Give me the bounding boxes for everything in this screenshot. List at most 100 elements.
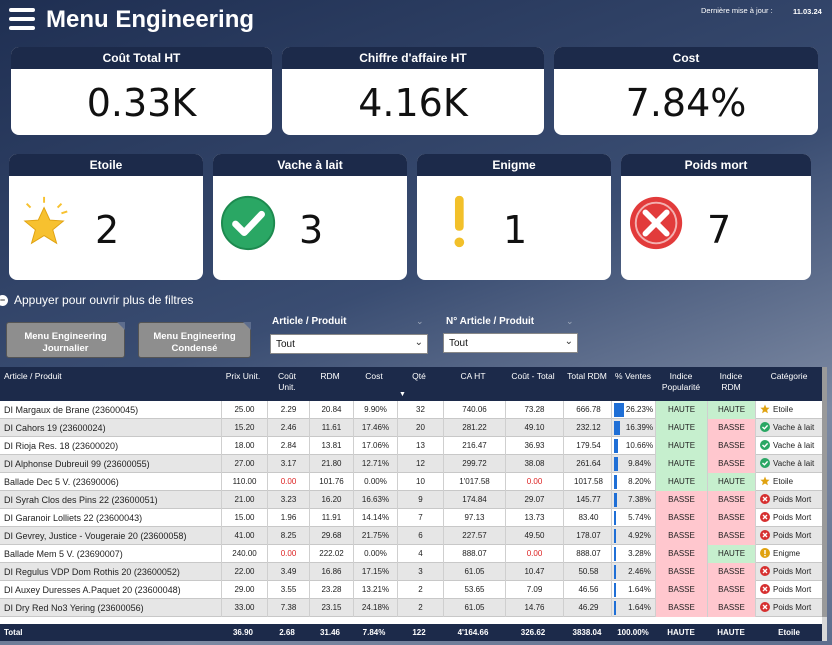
pct-ventes-value: 4.92% xyxy=(628,531,651,540)
minus-circle-icon: − xyxy=(0,294,8,306)
table-row[interactable]: DI Gevrey, Justice - Vougeraie 20 (23600… xyxy=(0,527,822,545)
col-header-prix[interactable]: Prix Unit. xyxy=(225,371,261,381)
pct-ventes-value: 26.23% xyxy=(625,405,654,414)
table-scrollbar[interactable] xyxy=(822,367,827,641)
cell-ca: 227.57 xyxy=(443,527,505,545)
page-title: Menu Engineering xyxy=(46,6,255,33)
table-row[interactable]: DI Margaux de Brane (23600045) 25.00 2.29 2… xyxy=(0,401,822,419)
table-row[interactable]: Ballade Dec 5 V. (23690006) 110.00 0.00 101… xyxy=(0,473,822,491)
cell-indice-popularite: BASSE xyxy=(655,527,707,545)
cell-trdm: 46.29 xyxy=(563,599,613,617)
category-count: 3 xyxy=(299,208,324,252)
cell-cost: 17.46% xyxy=(353,419,397,437)
col-header-pct-ventes[interactable]: % Ventes xyxy=(615,371,651,381)
col-header-indice-rdm[interactable]: Indice RDM xyxy=(719,371,743,392)
table-row[interactable]: Ballade Mem 5 V. (23690007) 240.00 0.00 222… xyxy=(0,545,822,563)
cell-cout: 3.17 xyxy=(267,455,309,473)
col-header-cout-unit[interactable]: Coût Unit. xyxy=(278,371,296,392)
pct-ventes-bar xyxy=(614,403,624,417)
kpi-label: Cost xyxy=(554,47,818,69)
cell-prix: 21.00 xyxy=(221,491,267,509)
category-label: Poids mort xyxy=(621,154,811,176)
pct-ventes-value: 9.84% xyxy=(628,459,651,468)
cell-rdm: 11.91 xyxy=(309,509,353,527)
table-row[interactable]: DI Garanoir Lolliets 22 (23600043) 15.00 1… xyxy=(0,509,822,527)
chevron-down-icon[interactable]: ⌄ xyxy=(566,316,574,326)
col-header-cout-total[interactable]: Coût - Total xyxy=(511,371,555,381)
total-ip: HAUTE xyxy=(667,628,695,637)
cell-rdm: 23.15 xyxy=(309,599,353,617)
total-ca: 4'164.66 xyxy=(457,628,489,637)
update-date: 11.03.24 xyxy=(793,7,822,16)
category-card-poids-mort: Poids mort 7 xyxy=(621,154,811,280)
table-row[interactable]: DI Regulus VDP Dom Rothis 20 (23600052) 2… xyxy=(0,563,822,581)
table-row[interactable]: DI Cahors 19 (23600024) 15.20 2.46 11.61 17.… xyxy=(0,419,822,437)
table-row[interactable]: DI Rioja Res. 18 (23600020) 18.00 2.84 13.8… xyxy=(0,437,822,455)
cell-cost: 16.63% xyxy=(353,491,397,509)
cell-rdm: 222.02 xyxy=(309,545,353,563)
col-header-article[interactable]: Article / Produit xyxy=(4,371,62,381)
cell-qte: 7 xyxy=(397,509,443,527)
cell-prix: 41.00 xyxy=(221,527,267,545)
cell-ca: 1'017.58 xyxy=(443,473,505,491)
col-header-qte[interactable]: Qté xyxy=(412,371,426,381)
cell-cout: 8.25 xyxy=(267,527,309,545)
menu-engineering-condense-button[interactable]: Menu Engineering Condensé xyxy=(138,322,251,358)
cell-indice-popularite: BASSE xyxy=(655,599,707,617)
cell-cout: 2.46 xyxy=(267,419,309,437)
kpi-value: 7.84% xyxy=(625,81,747,125)
cell-ca: 174.84 xyxy=(443,491,505,509)
table-row[interactable]: DI Syrah Clos des Pins 22 (23600051) 21.0… xyxy=(0,491,822,509)
x-circle-icon xyxy=(760,530,770,540)
cell-cost: 13.21% xyxy=(353,581,397,599)
table-row[interactable]: DI Alphonse Dubreuil 99 (23600055) 27.00 3… xyxy=(0,455,822,473)
filter-toggle-button[interactable]: − Appuyer pour ouvrir plus de filtres xyxy=(0,293,193,307)
hamburger-menu-icon[interactable] xyxy=(9,8,35,32)
cell-indice-rdm: BASSE xyxy=(707,455,755,473)
table-row[interactable]: DI Dry Red No3 Yering (23600056) 33.00 7.3… xyxy=(0,599,822,617)
cell-rdm: 16.20 xyxy=(309,491,353,509)
cell-indice-popularite: HAUTE xyxy=(655,437,707,455)
numero-filter-select[interactable]: Tout ⌄ xyxy=(443,333,578,353)
cell-cout: 2.29 xyxy=(267,401,309,419)
category-count: 7 xyxy=(707,208,732,252)
col-header-total-rdm[interactable]: Total RDM xyxy=(567,371,607,381)
cell-qte: 2 xyxy=(397,581,443,599)
cell-categorie: Poids Mort xyxy=(755,509,822,527)
cell-ct: 36.93 xyxy=(505,437,563,455)
col-header-ca-ht[interactable]: CA HT xyxy=(460,371,486,381)
col-header-cost[interactable]: Cost xyxy=(365,371,383,381)
pct-ventes-value: 10.66% xyxy=(625,441,654,450)
cell-cost: 12.71% xyxy=(353,455,397,473)
cell-rdm: 21.80 xyxy=(309,455,353,473)
cell-categorie: Poids Mort xyxy=(755,527,822,545)
cell-prix: 27.00 xyxy=(221,455,267,473)
chevron-down-icon[interactable]: ⌄ xyxy=(416,316,424,326)
total-qte: 122 xyxy=(412,628,426,637)
pct-ventes-value: 8.20% xyxy=(628,477,651,486)
menu-engineering-journalier-button[interactable]: Menu Engineering Journalier xyxy=(6,322,125,358)
sort-descending-icon[interactable]: ▼ xyxy=(399,391,406,398)
article-filter-select[interactable]: Tout ⌄ xyxy=(270,334,428,354)
categorie-label: Etoile xyxy=(773,405,794,414)
col-header-rdm[interactable]: RDM xyxy=(320,371,340,381)
cell-article: DI Dry Red No3 Yering (23600056) xyxy=(4,603,144,613)
table-row[interactable]: DI Auxey Duresses A.Paquet 20 (23600048)… xyxy=(0,581,822,599)
categorie-label: Poids Mort xyxy=(773,567,812,576)
col-header-indice-popularite[interactable]: Indice Popularité xyxy=(661,371,701,392)
cell-ct: 13.73 xyxy=(505,509,563,527)
categorie-label: Poids Mort xyxy=(773,585,812,594)
cell-trdm: 83.40 xyxy=(563,509,613,527)
cell-rdm: 29.68 xyxy=(309,527,353,545)
scrollbar-thumb[interactable] xyxy=(822,367,827,617)
cell-pct-ventes: 16.39% xyxy=(611,419,655,437)
pct-ventes-bar xyxy=(614,457,618,471)
cell-ca: 299.72 xyxy=(443,455,505,473)
col-header-categorie[interactable]: Catégorie xyxy=(770,371,808,381)
cell-pct-ventes: 3.28% xyxy=(611,545,655,563)
cell-categorie: Poids Mort xyxy=(755,563,822,581)
kpi-label: Coût Total HT xyxy=(11,47,272,69)
cell-cout: 2.84 xyxy=(267,437,309,455)
category-count: 2 xyxy=(95,208,120,252)
categorie-label: Vache à lait xyxy=(773,441,815,450)
